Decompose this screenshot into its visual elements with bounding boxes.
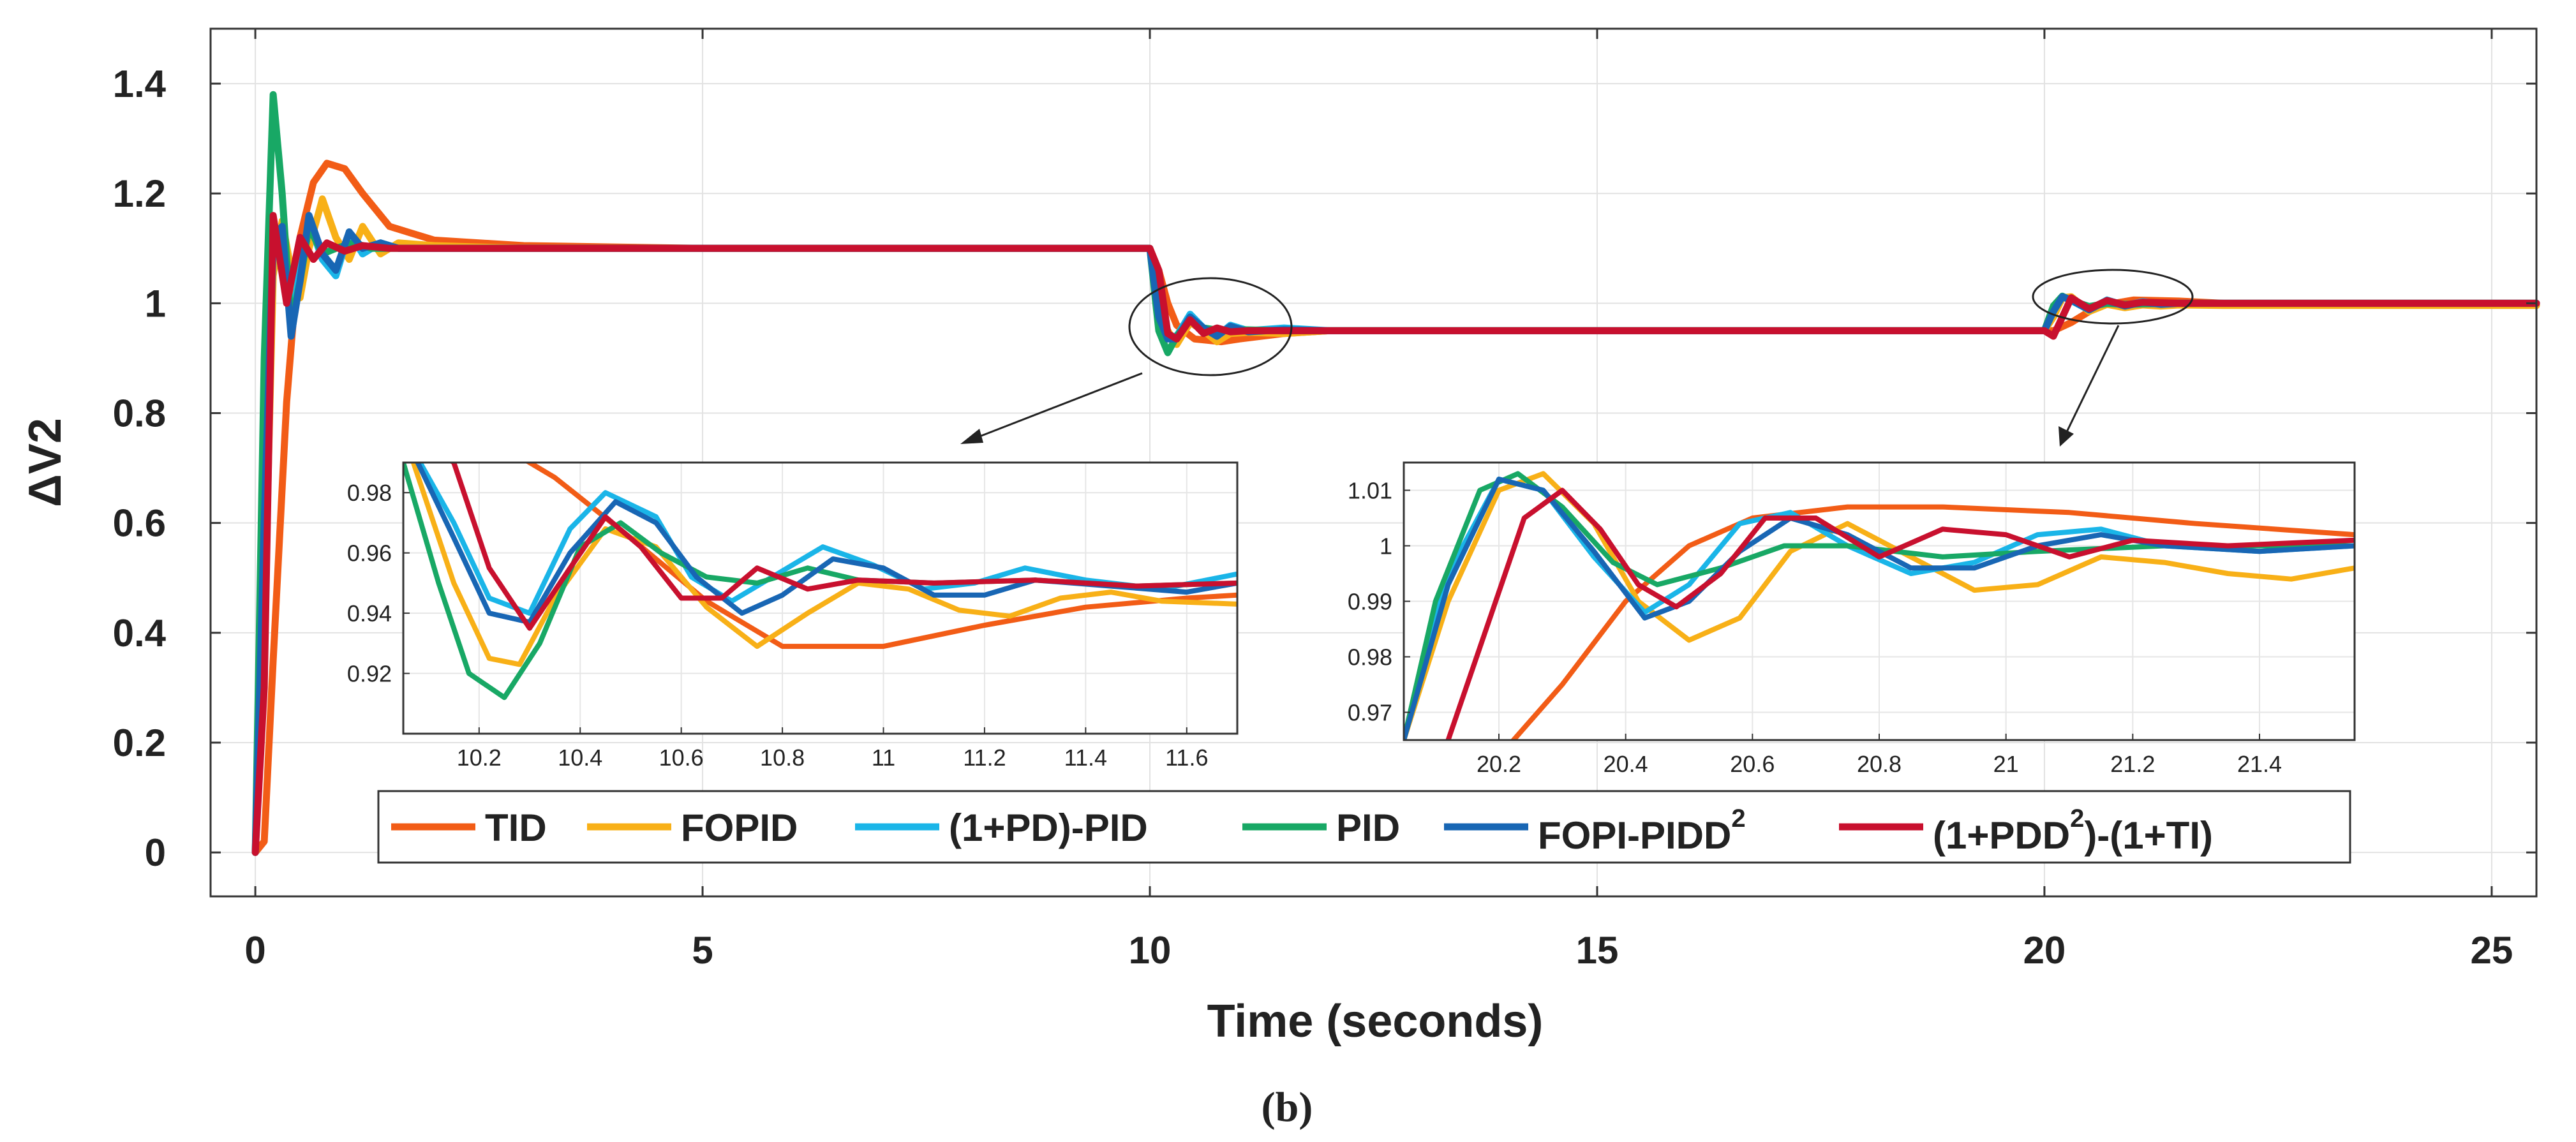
inset-left-line-1-pdd2-1-ti <box>449 463 1237 631</box>
inset-right-line-fopid <box>1404 471 2355 740</box>
inset-right: 20.2 20.4 20.6 20.8 21 21.2 21.4 0.97 0.98 0.99 1 1… <box>1348 461 2356 777</box>
legend-label-1pd-pid: (1+PD)-PID <box>949 806 1148 849</box>
inset-right-x-tick-label: 20.8 <box>1857 751 1902 777</box>
y-tick-label: 1.2 <box>113 172 166 215</box>
x-axis-title: Time (seconds) <box>1207 996 1544 1047</box>
legend: TID FOPID (1+PD)-PID PID FOPI-PIDD2 (1+P… <box>377 790 2351 864</box>
x-tick-label: 10 <box>1129 929 1172 972</box>
legend-label-pid: PID <box>1336 806 1400 849</box>
legend-label-1pdd2-1ti: (1+PDD2)-(1+TI) <box>1933 805 2213 857</box>
zoom-ellipse-right <box>2032 269 2194 325</box>
y-axis-title: ΔV2 <box>20 418 71 507</box>
inset-left-y-tick-label: 0.96 <box>347 540 392 567</box>
inset-left-x-tick-label: 10.8 <box>760 745 805 771</box>
inset-left-x-tick-label: 10.6 <box>659 745 704 771</box>
inset-left-series-group <box>403 463 1237 701</box>
legend-box <box>377 790 2351 864</box>
y-tick-label: 0.4 <box>113 612 167 655</box>
main-series-group <box>251 91 2540 856</box>
inset-left-background <box>403 463 1237 734</box>
plot-frame <box>209 27 2538 898</box>
inset-left-y-tick-label: 0.98 <box>347 480 392 506</box>
zoom-arrow-left <box>960 372 1143 444</box>
y-tick-label: 0.2 <box>113 722 166 764</box>
inset-left-x-tick-label: 11 <box>872 745 895 771</box>
inset-left-line-1-pd-pid <box>417 463 1237 616</box>
x-tick-label: 15 <box>1576 929 1619 972</box>
zoom-arrow-right <box>2059 325 2120 447</box>
y-tick-label: 1.4 <box>113 63 167 105</box>
x-tick-label: 20 <box>2023 929 2066 972</box>
inset-right-y-tick-label: 1.01 <box>1348 478 1392 504</box>
inset-left-x-tick-label: 10.2 <box>457 745 502 771</box>
inset-right-line-tid <box>1510 504 2355 740</box>
inset-left-line-tid <box>525 463 1237 649</box>
x-tick-label: 0 <box>244 929 265 972</box>
legend-label-tid: TID <box>485 806 547 849</box>
inset-right-x-tick-label: 21 <box>1993 751 2019 777</box>
inset-right-x-tick-label: 20.4 <box>1604 751 1648 777</box>
inset-right-x-tick-label: 20.2 <box>1477 751 1521 777</box>
y-tick-label: 0 <box>145 831 166 874</box>
inset-left-y-tick-label: 0.94 <box>347 600 392 627</box>
legend-label-fopid: FOPID <box>681 806 798 849</box>
inset-right-y-tick-label: 0.98 <box>1348 644 1392 671</box>
y-tick-label: 0.6 <box>113 502 166 545</box>
inset-right-x-tick-label: 21.4 <box>2237 751 2282 777</box>
inset-right-x-tick-label: 20.6 <box>1730 751 1775 777</box>
legend-label-fopi-pidd2: FOPI-PIDD2 <box>1538 805 1746 857</box>
inset-left-x-tick-label: 10.4 <box>558 745 602 771</box>
inset-right-y-tick-label: 0.97 <box>1348 700 1392 726</box>
inset-left-frame <box>402 461 1239 735</box>
main-ticks <box>211 29 2536 896</box>
inset-right-y-tick-label: 1 <box>1380 533 1392 560</box>
inset-right-line-1-pdd2-1-ti <box>1445 487 2355 740</box>
x-tick-label: 25 <box>2471 929 2513 972</box>
inset-left-y-tick-label: 0.92 <box>347 661 392 687</box>
figure-caption: (b) <box>1262 1084 1313 1131</box>
y-tick-label: 0.8 <box>113 392 166 435</box>
series-line-1-pdd2-1-ti <box>251 212 2540 856</box>
inset-left-x-tick-label: 11.6 <box>1165 745 1208 771</box>
inset-left-x-tick-label: 11.4 <box>1064 745 1107 771</box>
inset-left-line-fopid <box>410 463 1237 667</box>
inset-right-y-tick-label: 0.99 <box>1348 589 1392 615</box>
inset-right-series-group <box>1404 471 2355 740</box>
inset-left: 10.2 10.4 10.6 10.8 11 11.2 11.4 11.6 0.92 0.94 0.… <box>347 461 1239 771</box>
y-tick-label: 1 <box>145 282 166 325</box>
zoom-ellipse-left <box>1128 277 1293 376</box>
inset-left-x-tick-label: 11.2 <box>963 745 1006 771</box>
inset-right-x-tick-label: 21.2 <box>2110 751 2155 777</box>
x-tick-label: 5 <box>692 929 713 972</box>
